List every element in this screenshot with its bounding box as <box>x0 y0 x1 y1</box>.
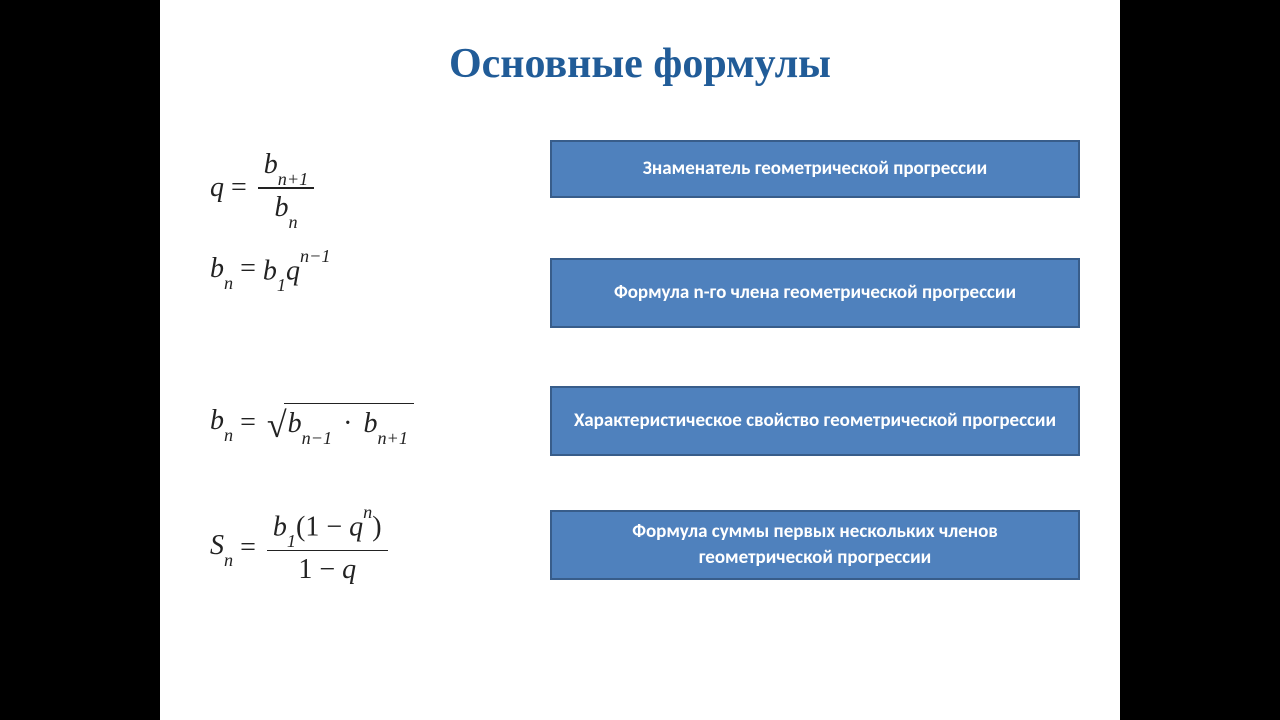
f3-lhs: bn <box>210 405 233 441</box>
slide-title: Основные формулы <box>190 40 1090 88</box>
equals-icon: = <box>233 253 263 285</box>
f2-rhs-q: q <box>286 255 300 286</box>
f4-fraction: b1(1 − qn) 1 − q <box>267 507 388 589</box>
label-column: Знаменатель геометрической прогрессии Фо… <box>550 128 1090 690</box>
equals-icon: = <box>233 407 263 439</box>
f3-rr-sub: n+1 <box>377 428 407 448</box>
f1-num: bn+1 <box>258 146 314 187</box>
formula-3: bn = √ bn−1 · bn+1 <box>210 358 550 488</box>
content-area: q = bn+1 bn bn = <box>190 128 1090 690</box>
f2-rhs-exp: n−1 <box>300 246 330 266</box>
label-box-3: Характеристическое свойство геометрическ… <box>550 386 1080 456</box>
label-box-4: Формула суммы первых нескольких членов г… <box>550 510 1080 580</box>
label-box-1: Знаменатель геометрической прогрессии <box>550 140 1080 198</box>
f1-num-base: b <box>264 149 278 180</box>
f2-lhs: bn <box>210 253 233 289</box>
minus-icon: − <box>319 511 349 542</box>
sqrt-icon: √ <box>267 407 287 448</box>
f4-num-b-sub: 1 <box>287 531 296 551</box>
f4-num-one: 1 <box>305 511 319 542</box>
f4-den: 1 − q <box>292 551 362 589</box>
minus-icon: − <box>312 554 342 585</box>
formula-1: q = bn+1 bn <box>210 128 550 248</box>
formula-4: Sn = b1(1 − qn) 1 − q <box>210 488 550 608</box>
f4-num-b: b <box>273 511 287 542</box>
f4-lhs-base: S <box>210 530 224 561</box>
slide: Основные формулы q = bn+1 bn <box>160 0 1120 720</box>
f4-den-q: q <box>342 554 356 585</box>
f1-fraction: bn+1 bn <box>258 146 314 230</box>
f4-num-exp: n <box>363 502 372 522</box>
f1-lhs: q <box>210 172 224 204</box>
f3-rl-sub: n−1 <box>302 428 332 448</box>
formula-2: bn = b1qn−1 <box>210 248 550 358</box>
f1-num-sub: n+1 <box>278 169 308 189</box>
equals-icon: = <box>224 172 254 204</box>
f3-radicand: bn−1 · bn+1 <box>284 403 414 444</box>
f3-rr-base: b <box>363 408 377 439</box>
f3-lhs-base: b <box>210 405 224 436</box>
f1-den-base: b <box>274 192 288 223</box>
f2-lhs-sub: n <box>224 273 233 293</box>
f1-den-sub: n <box>288 212 297 232</box>
equals-icon: = <box>233 532 263 564</box>
f3-sqrt: √ bn−1 · bn+1 <box>267 403 414 444</box>
dot-icon: · <box>339 408 356 439</box>
f1-den: bn <box>268 189 303 230</box>
f2-lhs-base: b <box>210 253 224 284</box>
label-box-2: Формула n-го члена геометрической прогре… <box>550 258 1080 328</box>
paren-close-icon: ) <box>372 511 381 542</box>
f2-rhs: b1qn−1 <box>263 253 331 291</box>
f2-rhs-base: b <box>263 255 277 286</box>
f3-rl-base: b <box>288 408 302 439</box>
f4-lhs-sub: n <box>224 550 233 570</box>
formula-column: q = bn+1 bn bn = <box>190 128 550 690</box>
f4-num: b1(1 − qn) <box>267 507 388 550</box>
f3-lhs-sub: n <box>224 425 233 445</box>
f4-den-one: 1 <box>298 554 312 585</box>
f4-num-q: q <box>349 511 363 542</box>
f2-rhs-sub: 1 <box>277 275 286 295</box>
f4-lhs: Sn <box>210 530 233 566</box>
paren-open-icon: ( <box>296 511 305 542</box>
